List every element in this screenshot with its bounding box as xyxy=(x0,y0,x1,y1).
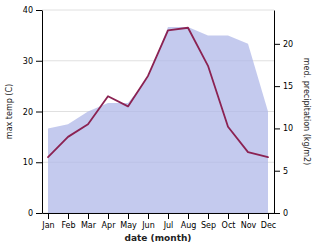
tick: Jan xyxy=(41,213,54,230)
y2-axis-title: med. precipitation (kg/m2) xyxy=(302,58,311,165)
tick-mark xyxy=(36,61,42,62)
tick: Oct xyxy=(222,213,236,230)
tick-mark xyxy=(274,213,280,214)
tick-mark xyxy=(228,213,229,219)
tick: May xyxy=(120,213,137,230)
tick-mark xyxy=(248,213,249,219)
tick-label: Nov xyxy=(241,221,257,230)
tick-mark xyxy=(128,213,129,219)
y-axis-title: max temp (C) xyxy=(5,84,14,139)
tick: 10 xyxy=(23,158,42,167)
tick: Aug xyxy=(181,213,197,230)
tick-label: Jan xyxy=(41,221,54,230)
plot-area: Jan Feb Mar AprMay Jun Jul Aug Sep Oct Nov Dec 0 10 2… xyxy=(5,6,311,243)
tick-label: 10 xyxy=(283,124,293,133)
tick: 15 xyxy=(274,82,293,91)
tick-mark xyxy=(208,213,209,219)
tick-label: Jun xyxy=(141,221,155,230)
tick-mark xyxy=(268,213,269,219)
tick-label: Apr xyxy=(102,221,117,230)
grid-line xyxy=(42,10,274,11)
tick: Apr xyxy=(102,213,117,230)
area xyxy=(48,27,268,213)
tick-label: Jul xyxy=(163,221,174,230)
tick: 30 xyxy=(23,57,42,66)
tick-label: 15 xyxy=(283,82,293,91)
marks xyxy=(48,27,268,213)
y2-axis: 0 5 10 15 20 xyxy=(274,11,293,219)
tick-mark xyxy=(36,213,42,214)
tick: Mar xyxy=(81,213,97,230)
tick-mark xyxy=(274,44,280,45)
tick-label: 0 xyxy=(283,209,288,218)
line xyxy=(48,28,268,157)
tick-label: May xyxy=(120,221,137,230)
tick-mark xyxy=(36,112,42,113)
tick-mark xyxy=(108,213,109,219)
tick-mark xyxy=(48,213,49,219)
tick-mark xyxy=(36,162,42,163)
x-axis: Jan Feb Mar AprMay Jun Jul Aug Sep Oct Nov Dec xyxy=(41,213,276,230)
tick: 40 xyxy=(23,6,42,15)
tick-label: 30 xyxy=(23,57,33,66)
axis-line xyxy=(42,11,43,214)
tick: Dec xyxy=(261,213,276,230)
tick: Nov xyxy=(241,213,257,230)
tick-label: 0 xyxy=(28,209,33,218)
tick: 0 xyxy=(274,209,288,218)
tick-label: Aug xyxy=(181,221,197,230)
tick-label: 40 xyxy=(23,6,33,15)
tick-label: 20 xyxy=(23,108,33,117)
x-axis-title: date (month) xyxy=(125,233,192,243)
tick-mark xyxy=(274,128,280,129)
tick: 5 xyxy=(274,167,288,176)
y-axis: 0 10 20 30 40 xyxy=(23,6,43,218)
tick-label: Mar xyxy=(81,221,97,230)
tick-label: 5 xyxy=(283,167,288,176)
tick: Jul xyxy=(163,213,174,230)
tick: 0 xyxy=(28,209,42,218)
chart: Jan Feb Mar AprMay Jun Jul Aug Sep Oct Nov Dec 0 10 2… xyxy=(0,0,318,247)
tick: Feb xyxy=(61,213,75,230)
tick-mark xyxy=(168,213,169,219)
tick-mark xyxy=(274,171,280,172)
tick-label: Sep xyxy=(201,221,216,230)
tick-label: Dec xyxy=(261,221,276,230)
tick-label: Oct xyxy=(222,221,236,230)
tick-mark xyxy=(36,10,42,11)
tick-mark xyxy=(88,213,89,219)
tick: 10 xyxy=(274,124,293,133)
tick-mark xyxy=(274,86,280,87)
tick-label: 10 xyxy=(23,158,33,167)
axis-line xyxy=(43,213,275,214)
tick: Jun xyxy=(141,213,155,230)
tick-label: Feb xyxy=(61,221,75,230)
tick: Sep xyxy=(201,213,216,230)
tick-mark xyxy=(148,213,149,219)
axis-line xyxy=(274,11,275,214)
tick-mark xyxy=(68,213,69,219)
tick-label: 20 xyxy=(283,40,293,49)
tick: 20 xyxy=(274,40,293,49)
tick-mark xyxy=(188,213,189,219)
tick: 20 xyxy=(23,108,42,117)
grid xyxy=(42,10,274,213)
